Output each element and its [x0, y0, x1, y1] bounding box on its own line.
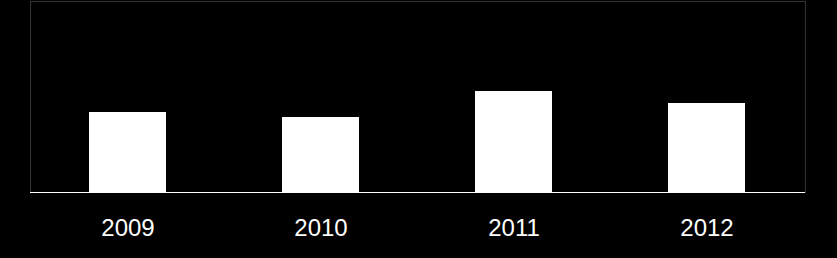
svg-text:2010: 2010 — [294, 214, 347, 241]
svg-text:2012: 2012 — [680, 214, 733, 241]
svg-text:2011: 2011 — [488, 214, 540, 241]
svg-text:2009: 2009 — [101, 214, 154, 241]
